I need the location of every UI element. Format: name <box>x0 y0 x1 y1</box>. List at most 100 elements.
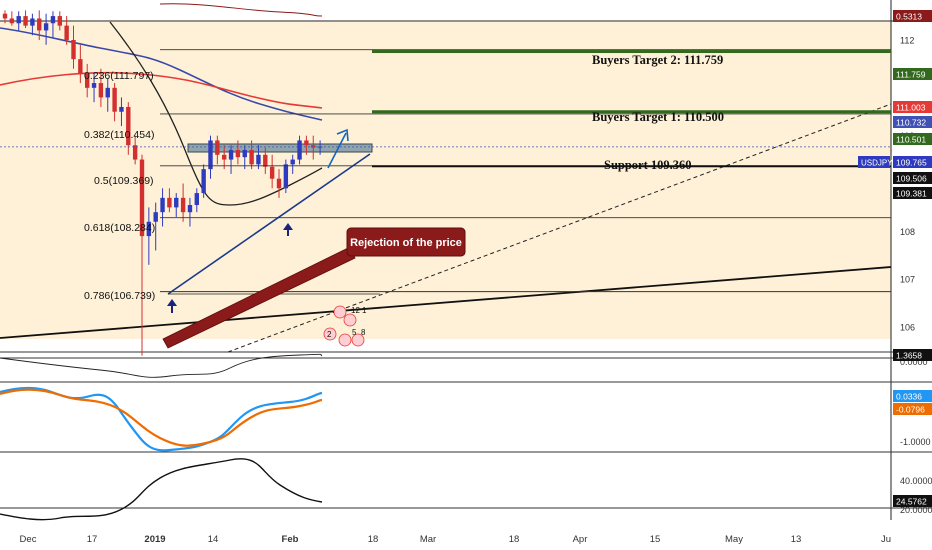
fib-label-0618: 0.618(108.284) <box>84 222 155 234</box>
rejection-arrow <box>162 246 356 349</box>
indicator-panels <box>0 353 323 521</box>
x-axis-tick-label: Mar <box>420 534 436 545</box>
event-badges: 12 1 2 5 8 <box>323 305 367 347</box>
indicator-badge-value: 1.3658 <box>896 351 922 361</box>
fib-label-0786: 0.786(106.739) <box>84 290 155 302</box>
candle-body <box>85 73 90 88</box>
candle-body <box>269 166 275 179</box>
event-badge-label: 8 <box>361 328 366 337</box>
candle-body <box>160 197 165 213</box>
buyers-target-2-label: Buyers Target 2: 111.759 <box>592 53 723 67</box>
x-axis-tick-label: 18 <box>509 534 520 545</box>
candle-body <box>249 150 254 165</box>
candle-body <box>50 16 56 24</box>
candle-body <box>222 154 227 160</box>
target-level-line <box>372 110 891 114</box>
indicator-badge <box>893 390 932 402</box>
indicator-axis-label: 0.0000 <box>900 357 928 367</box>
top-oscillator-line <box>159 3 323 17</box>
y-axis-tick-label: 108 <box>900 227 915 237</box>
candle-body <box>201 169 206 194</box>
candle-body <box>9 18 15 24</box>
ascending-support-line <box>167 153 371 295</box>
candle-body <box>119 106 124 112</box>
indicator-axis-label: 20.0000 <box>900 505 932 515</box>
candle-body <box>256 154 261 165</box>
support-level-line <box>372 165 891 168</box>
trend-lines <box>0 103 892 353</box>
candle-body <box>297 140 302 160</box>
candle-body <box>91 83 97 88</box>
x-axis-tick-label: Apr <box>573 534 588 545</box>
candle-body <box>139 159 145 237</box>
candle-body <box>174 197 179 208</box>
dashed-trendline <box>227 103 892 353</box>
candle-body <box>30 18 35 26</box>
price-badge <box>893 156 932 168</box>
x-axis-tick-label: May <box>725 534 743 545</box>
buyers-target-1-label: Buyers Target 1: 110.500 <box>592 110 724 124</box>
price-badge-value: 110.501 <box>896 135 926 145</box>
event-badge-label: 5 <box>352 328 357 337</box>
x-axis-tick-label: 15 <box>650 534 661 545</box>
y-axis-tick-label: 107 <box>900 275 915 285</box>
indicator-1-line <box>0 353 323 378</box>
candle-body <box>98 83 104 98</box>
price-badge <box>893 101 932 113</box>
ma-red-line <box>0 71 323 109</box>
price-badge-value: 110.732 <box>896 118 926 128</box>
event-badge-label: 2 <box>327 330 332 339</box>
x-axis-tick-label: Feb <box>282 534 299 545</box>
candle-body <box>311 145 316 148</box>
candle-body <box>187 205 193 213</box>
x-axis-tick-label: 13 <box>791 534 802 545</box>
indicator-badge <box>893 349 932 361</box>
candle-body <box>167 197 172 208</box>
candle-body <box>37 18 42 31</box>
ma-blue-line <box>0 27 323 121</box>
indicator-badge <box>893 495 932 507</box>
arrow-up-icon <box>283 223 293 236</box>
candle-body <box>215 140 220 155</box>
indicator-axis-label: 40.0000 <box>900 476 932 486</box>
support-label: Support 109.360 <box>604 158 692 172</box>
resistance-zone <box>187 143 373 153</box>
rejection-callout <box>346 227 466 257</box>
candle-body <box>43 23 49 31</box>
price-badge-value: 111.759 <box>896 70 926 80</box>
price-badge <box>893 133 932 145</box>
y-axis-tick-label: 106 <box>900 322 915 332</box>
fib-label-0382: 0.382(110.454) <box>84 129 154 141</box>
target-level-line <box>372 50 891 54</box>
candle-body <box>263 154 268 167</box>
candles <box>2 10 323 356</box>
candle-body <box>242 150 247 158</box>
price-badges: 0.5313 111.759 111.003 110.732 110.501 109.76… <box>858 10 932 507</box>
event-badge-label: 12 <box>351 306 360 315</box>
grid <box>0 0 932 520</box>
x-axis-tick-label: 14 <box>208 534 219 545</box>
rejection-callout-text: Rejection of the price <box>350 237 462 249</box>
price-badge-value: 109.381 <box>896 189 927 199</box>
indicator-3-line <box>0 458 323 521</box>
fib-label-05: 0.5(109.369) <box>94 175 154 187</box>
x-axis-tick-label: Ju <box>881 534 891 545</box>
price-badge-value: 109.765 <box>896 158 927 168</box>
candle-body <box>283 164 289 189</box>
candle-body <box>228 150 234 160</box>
indicator-badge-value: -0.0796 <box>896 405 925 415</box>
indicator-2-orange-line <box>0 388 323 447</box>
x-axis-tick-label: 2019 <box>144 534 165 545</box>
candle-body <box>16 16 21 24</box>
event-badge-label: 1 <box>362 306 367 315</box>
x-axis-tick-label: 18 <box>368 534 379 545</box>
indicator-badge-value: 0.0336 <box>896 392 922 402</box>
ma-black-line <box>109 21 323 206</box>
price-badge <box>893 172 932 184</box>
price-badge <box>893 187 932 199</box>
price-badge <box>893 10 932 22</box>
candle-body <box>290 159 295 165</box>
price-badge-value: 0.5313 <box>896 12 922 22</box>
price-badge <box>893 116 932 128</box>
